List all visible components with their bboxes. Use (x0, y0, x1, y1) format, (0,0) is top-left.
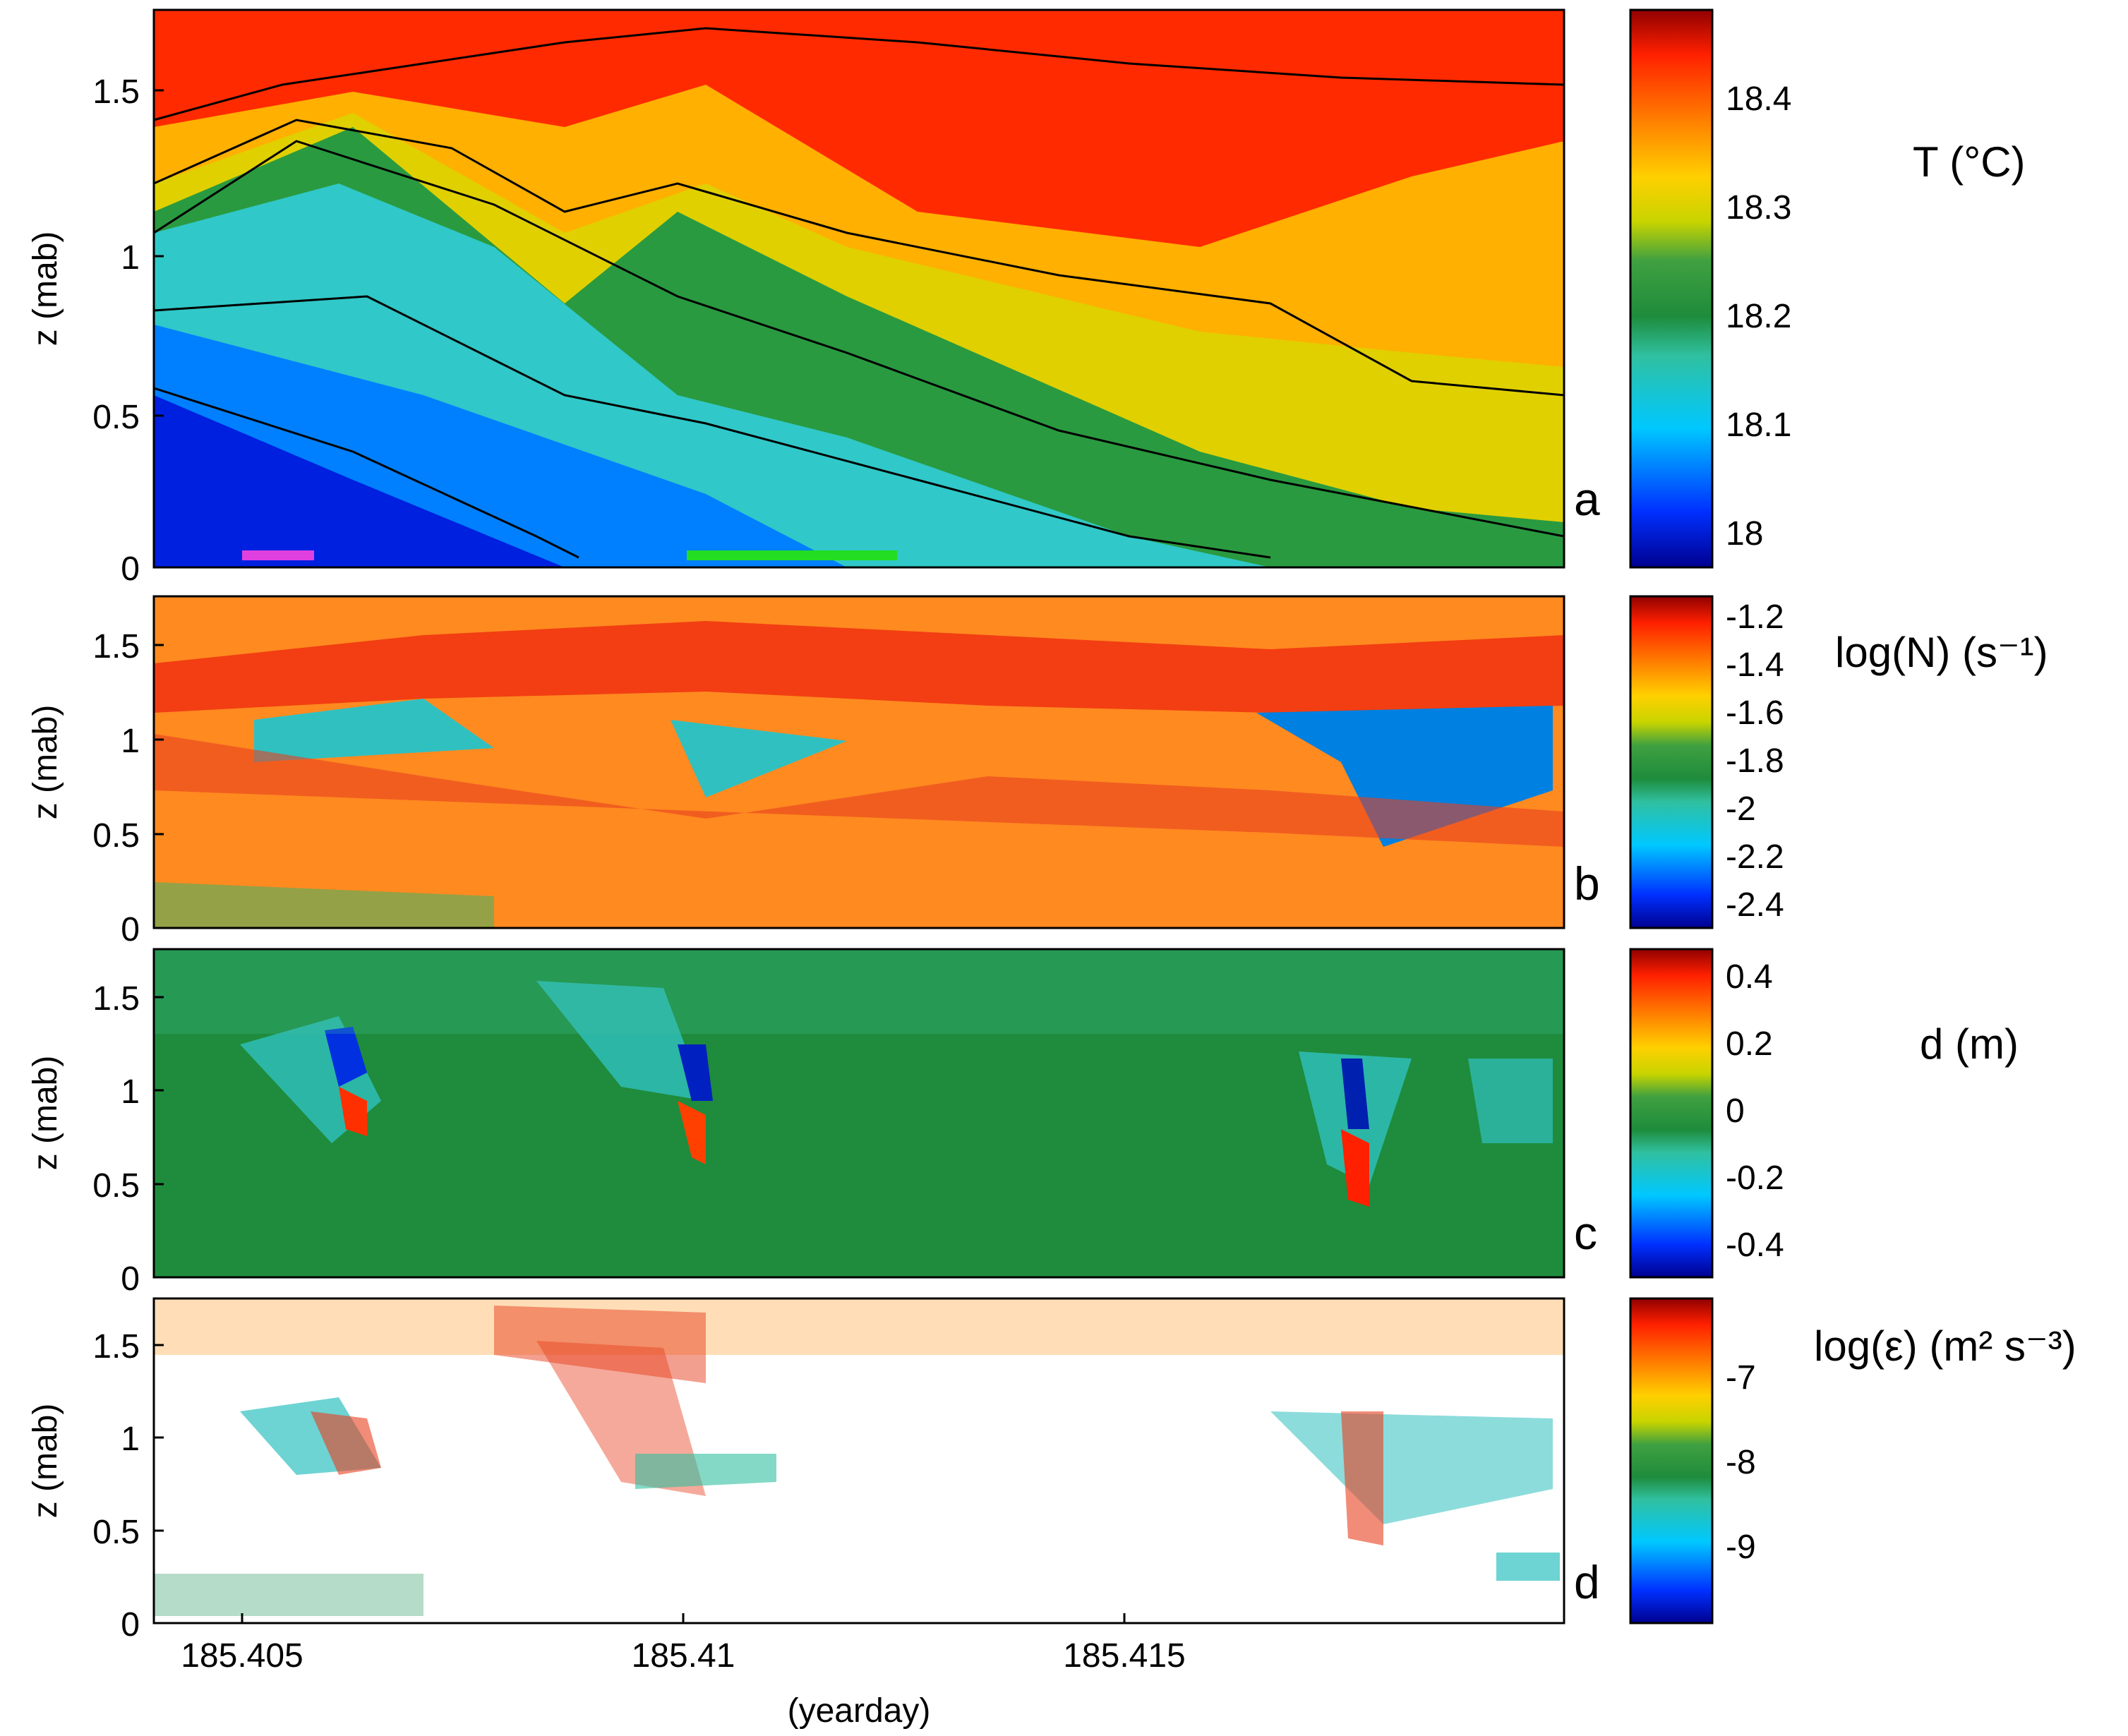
panel-letter-b: b (1574, 857, 1600, 910)
colorbar-tick: 0.4 (1726, 958, 1773, 996)
y-tick-label: 0.5 (92, 399, 140, 436)
y-axis-label: z (mab) (27, 1056, 64, 1171)
colorbar-tick: -1.8 (1726, 742, 1784, 780)
colorbar-label-b: log(N) (s⁻¹) (1835, 629, 2048, 676)
panel-a-contours (153, 27, 1565, 559)
panel-b-y-ticks (154, 644, 164, 929)
colorbar-label-c: d (m) (1920, 1020, 2019, 1068)
colorbar-tick: -2 (1726, 790, 1756, 828)
x-ticks (241, 1613, 1126, 1623)
y-tick-label: 0.5 (92, 1514, 140, 1551)
y-tick-label: 1 (121, 239, 140, 277)
colorbar-tick: 18 (1726, 515, 1763, 553)
x-axis-label: (yearday) (788, 1692, 931, 1730)
y-tick-label: 1.5 (92, 628, 140, 665)
y-tick-label: 1 (121, 1421, 140, 1458)
colorbar-c: 0.4 0.2 0 -0.2 -0.4 d (m) (1629, 948, 2019, 1279)
y-axis-label: z (mab) (27, 705, 64, 820)
colorbar-label-d: log(ε) (m² s⁻³) (1814, 1322, 2076, 1370)
x-tick-label: 185.415 (1063, 1637, 1186, 1675)
panel-c-y-ticks (154, 996, 164, 1279)
panel-b: 0 0.5 1 1.5 z (mab) b (27, 595, 1600, 948)
panel-a-field (154, 10, 1564, 567)
colorbar-label-a: T (°C) (1913, 138, 2026, 186)
colorbar-d: -7 -8 -9 log(ε) (m² s⁻³) (1629, 1297, 2076, 1625)
y-tick-label: 0 (121, 1606, 140, 1644)
y-tick-label: 0 (121, 1260, 140, 1298)
panel-letter-d: d (1574, 1556, 1600, 1608)
panel-d-y-ticks (154, 1344, 164, 1625)
panel-a: 0 0.5 1 1.5 z (mab) a (27, 8, 1600, 588)
colorbar-tick: -0.4 (1726, 1226, 1784, 1264)
y-tick-label: 1 (121, 1073, 140, 1111)
panel-a-frame (152, 8, 1565, 569)
colorbar-tick: -9 (1726, 1529, 1756, 1566)
colorbar-tick: 0 (1726, 1092, 1745, 1130)
y-axis-label: z (mab) (27, 1404, 64, 1519)
panel-c: 0 0.5 1 1.5 z (mab) c (27, 948, 1597, 1298)
panel-c-frame (152, 948, 1565, 1279)
colorbar-b-ramp (1629, 595, 1714, 929)
colorbar-a: 18 18.1 18.2 18.3 18.4 T (°C) (1629, 8, 2026, 569)
green-time-marker (687, 550, 897, 560)
colorbar-tick: -8 (1726, 1444, 1756, 1481)
y-tick-label: 1 (121, 723, 140, 760)
colorbar-tick: -2.2 (1726, 838, 1784, 876)
panel-letter-a: a (1574, 473, 1600, 525)
y-tick-label: 1.5 (92, 1328, 140, 1366)
panel-b-frame (152, 595, 1565, 929)
panel-d: 0 0.5 1 1.5 z (mab) d 185.405 185.41 185… (27, 1297, 1600, 1730)
y-axis-label: z (mab) (27, 231, 64, 346)
colorbar-tick: -2.4 (1726, 886, 1784, 924)
y-tick-label: 1.5 (92, 73, 140, 111)
colorbar-tick: -0.2 (1726, 1159, 1784, 1197)
colorbar-tick: 18.2 (1726, 298, 1791, 335)
y-tick-label: 0 (121, 550, 140, 588)
panel-letter-c: c (1574, 1207, 1597, 1259)
y-tick-label: 0.5 (92, 817, 140, 855)
colorbar-d-ramp (1629, 1297, 1714, 1625)
colorbar-c-ramp (1629, 948, 1714, 1279)
colorbar-b: -1.2 -1.4 -1.6 -1.8 -2 -2.2 -2.4 log(N) … (1629, 595, 2048, 929)
colorbar-tick: 0.2 (1726, 1025, 1773, 1063)
colorbar-tick: 18.1 (1726, 406, 1791, 444)
x-tick-label: 185.41 (632, 1637, 735, 1675)
colorbar-tick: -1.6 (1726, 694, 1784, 732)
y-tick-label: 0.5 (92, 1167, 140, 1205)
colorbar-tick: -7 (1726, 1359, 1756, 1397)
panel-d-frame (152, 1297, 1565, 1625)
y-tick-label: 0 (121, 911, 140, 948)
x-tick-label: 185.405 (181, 1637, 303, 1675)
colorbar-tick: 18.3 (1726, 189, 1791, 227)
panel-a-y-ticks (154, 89, 164, 569)
colorbar-tick: 18.4 (1726, 80, 1791, 118)
colorbar-tick: -1.2 (1726, 598, 1784, 636)
colorbar-a-ramp (1629, 8, 1714, 569)
pink-time-marker (242, 550, 314, 560)
colorbar-tick: -1.4 (1726, 646, 1784, 684)
y-tick-label: 1.5 (92, 980, 140, 1018)
